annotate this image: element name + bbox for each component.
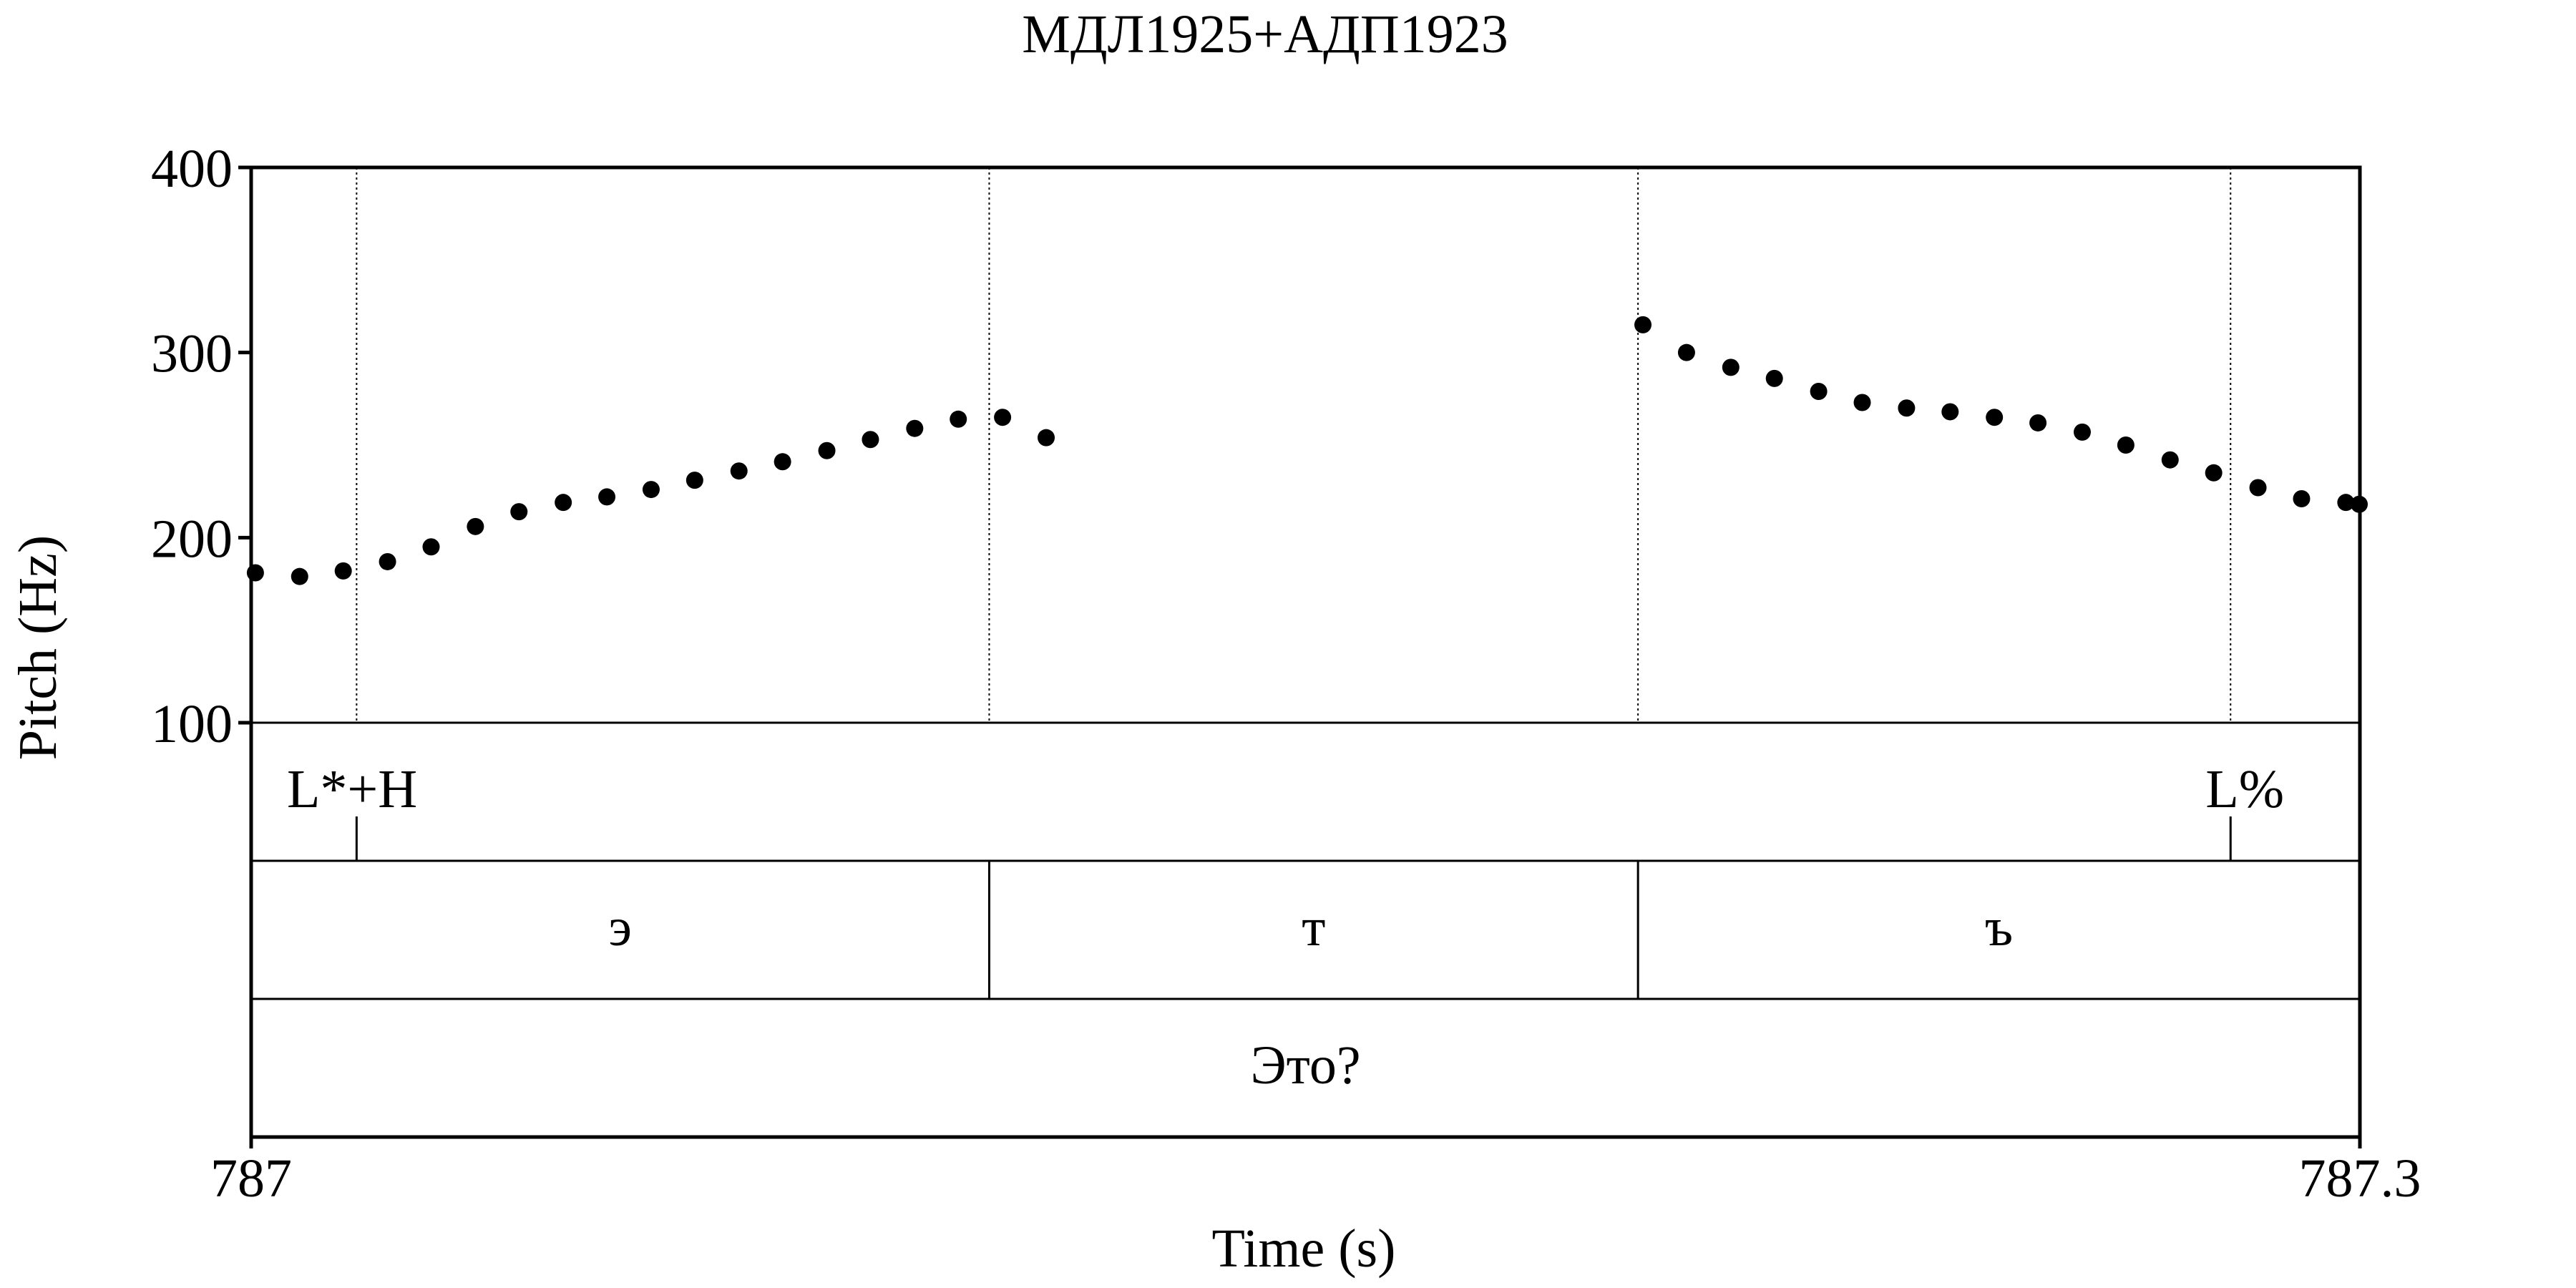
- pitch-point: [1038, 429, 1055, 447]
- y-tick-label: 100: [151, 694, 233, 754]
- word-label: Это?: [1250, 1035, 1360, 1096]
- annotation-tiers: L*+H L% э т ъ Это?: [287, 167, 2284, 1096]
- outer-frame: [249, 165, 2362, 1139]
- pitch-point: [2249, 479, 2267, 497]
- tone-label: L%: [2205, 759, 2284, 819]
- pitch-point: [1941, 403, 1959, 421]
- pitch-point: [906, 419, 924, 437]
- pitch-point: [818, 441, 836, 459]
- pitch-point: [555, 494, 572, 512]
- x-tick-label-start: 787: [210, 1148, 292, 1209]
- y-tick-label: 400: [151, 139, 233, 199]
- pitch-point: [730, 462, 748, 480]
- x-tick-label-end: 787.3: [2299, 1148, 2421, 1209]
- pitch-point: [2161, 451, 2179, 469]
- pitch-point: [774, 453, 791, 471]
- pitch-point: [862, 431, 879, 449]
- y-axis-label: Pitch (Hz): [8, 535, 68, 760]
- chart-title: МДЛ1925+АДП1923: [1022, 4, 1508, 64]
- pitch-point: [246, 564, 264, 582]
- pitch-point: [2293, 490, 2311, 508]
- pitch-point: [1986, 409, 2004, 426]
- phone-label: ъ: [1985, 897, 2013, 957]
- pitch-point: [291, 567, 308, 585]
- pitch-point: [642, 481, 660, 499]
- pitch-point: [334, 562, 352, 580]
- pitch-point: [1853, 394, 1871, 411]
- pitch-point: [994, 409, 1012, 426]
- pitch-point: [510, 503, 528, 521]
- pitch-point: [422, 538, 440, 556]
- x-axis-label: Time (s): [1212, 1219, 1396, 1279]
- pitch-point: [1810, 382, 1828, 400]
- y-ticks: 100 200 300 400: [151, 139, 251, 754]
- pitch-point: [467, 517, 484, 535]
- pitch-point: [950, 410, 967, 428]
- plot-frame: [249, 165, 2362, 1148]
- pitch-point: [1634, 316, 1652, 333]
- phone-label: э: [608, 897, 632, 957]
- pitch-point: [1898, 399, 1916, 417]
- pitch-point: [1765, 369, 1783, 387]
- y-tick-label: 300: [151, 324, 233, 384]
- y-tick-label: 200: [151, 509, 233, 569]
- pitch-point: [686, 472, 703, 489]
- pitch-point: [1722, 358, 1740, 376]
- pitch-point: [2073, 423, 2091, 441]
- pitch-point: [2029, 414, 2047, 431]
- pitch-point: [2337, 494, 2355, 512]
- pitch-points: [246, 316, 2368, 585]
- pitch-point: [1677, 343, 1695, 361]
- pitch-point: [2117, 436, 2135, 454]
- pitch-point: [2205, 464, 2223, 482]
- tone-label: L*+H: [287, 759, 417, 819]
- pitch-point: [598, 488, 616, 506]
- phone-label: т: [1302, 897, 1325, 957]
- pitch-point: [379, 552, 396, 570]
